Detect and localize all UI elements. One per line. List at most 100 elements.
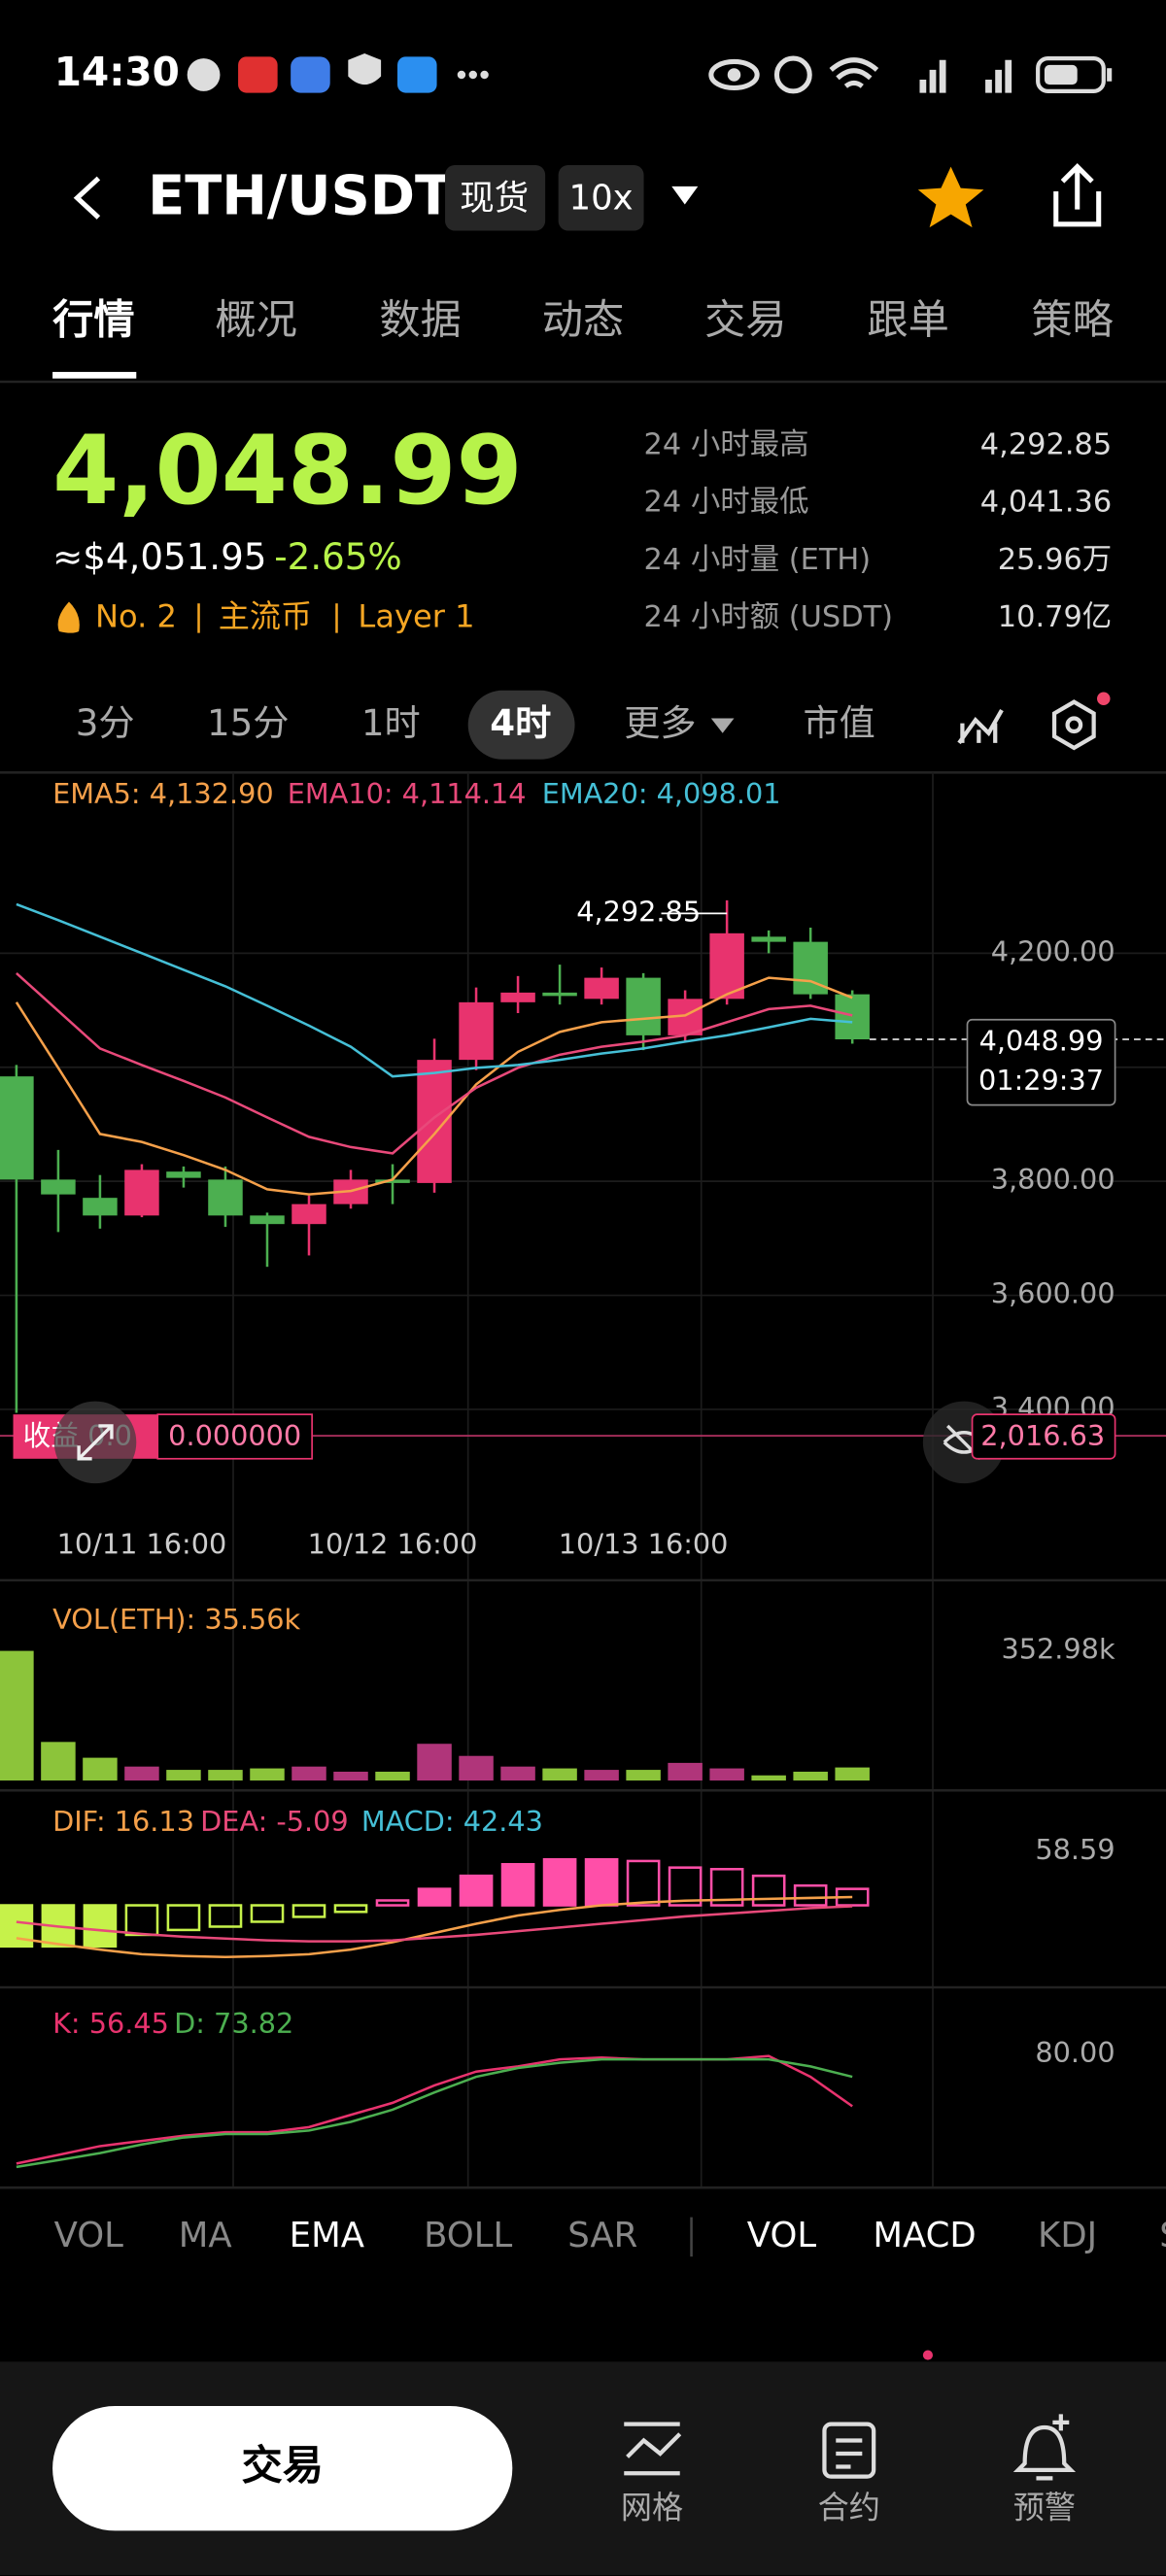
x-tick-label: 10/12 16:00: [308, 1527, 478, 1560]
candle-body: [835, 994, 870, 1040]
last-price-tag: [966, 1018, 1116, 1106]
legend-entry: D: 73.82: [174, 2007, 293, 2040]
legend-entry: DIF: 16.13: [52, 1805, 194, 1838]
interval-selected: [467, 690, 575, 760]
indicator-tab[interactable]: S: [1159, 2216, 1166, 2255]
macd-bar: [500, 1862, 535, 1907]
tab[interactable]: 交易: [704, 296, 787, 344]
tab[interactable]: 数据: [379, 296, 462, 344]
interval[interactable]: 1时: [361, 701, 421, 744]
legend-entry: K: 56.45: [52, 2007, 169, 2040]
spot-tag: 现货: [460, 178, 529, 218]
macd-bar: [459, 1874, 494, 1907]
indicator-tab[interactable]: KDJ: [1038, 2216, 1097, 2255]
volume-bar: [793, 1771, 828, 1781]
interval[interactable]: 更多: [624, 701, 696, 744]
macd-bar: [250, 1904, 285, 1923]
tab-underline: [52, 371, 137, 379]
legend-entry: EMA20: 4,098.01: [542, 777, 781, 810]
trade-button-label: 交易: [241, 2442, 324, 2490]
kline-chart: 4,200.004,000.003,800.003,600.003,400.00…: [0, 777, 1166, 2169]
pair-title: ETH/USDT: [148, 165, 452, 228]
legend-entry: MACD: 42.43: [361, 1805, 543, 1838]
x-tick-label: 10/11 16:00: [57, 1527, 227, 1560]
stat-label: 24 小时量 (ETH): [644, 543, 872, 577]
volume-bar: [542, 1768, 577, 1781]
macd-bar: [375, 1899, 410, 1907]
last-price-label: 4,048.99: [979, 1024, 1104, 1057]
bottom-nav: 网格 合约 预警: [621, 2489, 1076, 2525]
indicator-tab[interactable]: BOLL: [424, 2216, 512, 2255]
stat-label: 24 小时额 (USDT): [644, 600, 894, 634]
status-icons: [187, 53, 1113, 94]
nav-item[interactable]: 网格: [621, 2489, 683, 2525]
interval[interactable]: 3分: [76, 701, 135, 744]
flame-icon: [57, 601, 80, 633]
indicator-button[interactable]: [957, 709, 1004, 745]
macd-bar: [542, 1857, 577, 1907]
volume-bar: [417, 1744, 452, 1781]
interval[interactable]: 市值: [803, 701, 874, 744]
leverage-tag: 10x: [569, 178, 634, 218]
tag-box: [445, 164, 546, 231]
volume-bar: [124, 1766, 159, 1781]
volume-bar: [500, 1766, 535, 1781]
candle-body: [709, 932, 744, 1000]
tab[interactable]: 概况: [215, 296, 297, 344]
nav-item[interactable]: 合约: [818, 2489, 880, 2525]
leverage-box[interactable]: [558, 164, 644, 231]
volume-bar: [626, 1770, 661, 1781]
expand-icon: [77, 1424, 114, 1461]
macd-bar: [292, 1904, 326, 1918]
candle-body: [83, 1198, 118, 1216]
favorite-star[interactable]: [917, 166, 984, 228]
stat-value: 10.79亿: [998, 600, 1112, 634]
candle-body: [41, 1179, 76, 1195]
candle-body: [0, 1076, 34, 1180]
candle-body: [542, 992, 577, 997]
macd-bar: [166, 1904, 201, 1932]
volume-bar: [459, 1755, 494, 1781]
settings-button[interactable]: [1051, 699, 1096, 751]
rank: No. 2: [95, 597, 177, 634]
tab[interactable]: 跟单: [867, 296, 949, 344]
legend-entry: EMA10: 4,114.14: [288, 777, 527, 810]
tab[interactable]: 策略: [1031, 296, 1114, 344]
volume-title: VOL(ETH): 35.56k: [52, 1603, 300, 1636]
settings-center: [1065, 716, 1083, 734]
stats: 24 小时最高 4,292.85 24 小时最低 4,041.36 24 小时量 (ET…: [644, 427, 1113, 633]
indicator-tab[interactable]: VOL: [747, 2216, 817, 2255]
x-tick-label: 10/13 16:00: [559, 1527, 729, 1560]
candle-body: [459, 1001, 494, 1061]
indicator-tab[interactable]: SAR: [567, 2216, 637, 2255]
indicator-tab[interactable]: MACD: [873, 2216, 976, 2255]
indicator-tab[interactable]: MA: [179, 2216, 232, 2255]
back-button[interactable]: [73, 176, 101, 220]
candle-body: [124, 1169, 159, 1216]
position-price: 2,016.63: [980, 1419, 1105, 1452]
share-button[interactable]: [1053, 163, 1102, 227]
price-change: -2.65%: [274, 535, 401, 578]
macd-bar: [208, 1904, 243, 1928]
legend-entry: EMA5: 4,132.90: [52, 777, 274, 810]
indicator-tab[interactable]: EMA: [290, 2216, 364, 2255]
ema-line: [15, 976, 853, 1196]
interval[interactable]: 4时: [490, 701, 551, 744]
tab[interactable]: 动态: [542, 296, 624, 344]
nav-item[interactable]: 预警: [1013, 2489, 1076, 2525]
y-tick-label: 3,800.00: [991, 1163, 1115, 1196]
volume-bar: [0, 1650, 34, 1781]
macd-bar: [709, 1868, 744, 1907]
usd-price: ≈$4,051.95: [52, 535, 266, 578]
status-time: 14:30: [54, 49, 180, 95]
tab[interactable]: 行情: [52, 296, 134, 344]
legend-entry: DEA: -5.09: [200, 1805, 349, 1838]
trade-button[interactable]: [52, 2405, 513, 2531]
sector: 主流币: [219, 597, 312, 634]
pair-dropdown[interactable]: [671, 186, 699, 205]
interval[interactable]: 15分: [207, 701, 289, 744]
indicator-tab[interactable]: VOL: [54, 2216, 124, 2255]
pnl-box: [156, 1413, 313, 1460]
more-dropdown[interactable]: [710, 718, 735, 733]
